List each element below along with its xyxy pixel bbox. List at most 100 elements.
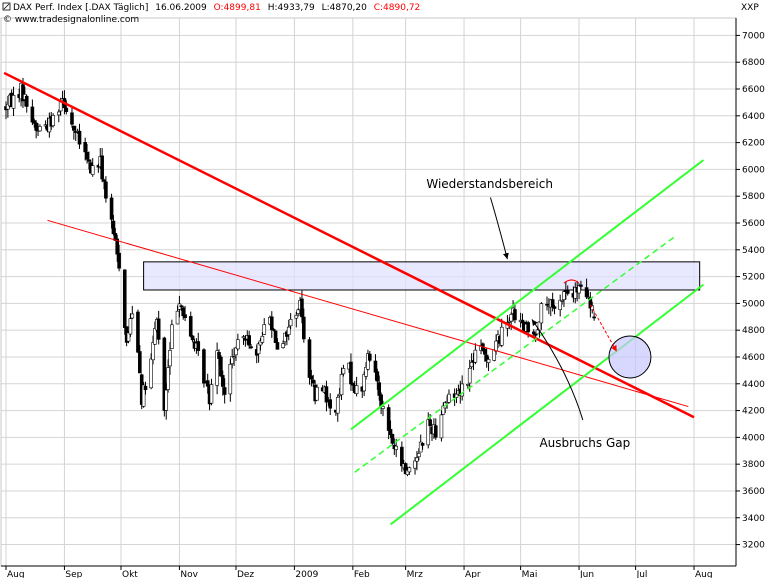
candle-body: [24, 95, 29, 107]
x-tick-label: Okt: [122, 570, 138, 578]
candle-body: [188, 316, 193, 337]
candle-body: [499, 326, 504, 346]
candle-body: [311, 379, 316, 384]
candle-body: [170, 324, 174, 349]
candle-body: [341, 368, 346, 375]
y-tick-label: 5600: [742, 219, 765, 229]
header: DAX Perf. Index [.DAX Täglich] 16.06.200…: [2, 2, 759, 25]
candle-body: [565, 289, 570, 294]
candle-body: [183, 314, 187, 319]
candle-body: [482, 349, 487, 355]
x-tick-label: Mai: [522, 570, 538, 578]
resistance-zone: [143, 261, 701, 291]
candle-body: [236, 339, 240, 350]
candle-body: [109, 197, 114, 220]
candle-body: [460, 383, 464, 397]
candle-body: [77, 130, 82, 145]
candle-body: [288, 319, 293, 327]
y-tick-label: 3400: [742, 514, 765, 524]
x-tick-label: Apr: [465, 570, 481, 578]
candle-body: [315, 386, 319, 401]
candle-body: [533, 334, 538, 336]
candle-body: [584, 287, 589, 298]
y-tick-label: 4200: [742, 407, 765, 417]
candle-body: [38, 126, 42, 132]
candle-body: [179, 305, 184, 308]
y-tick-label: 5000: [742, 299, 765, 309]
y-tick-label: 4600: [742, 353, 765, 363]
series-icon: [2, 2, 11, 11]
currency-label: XXP: [741, 3, 759, 13]
candle-body: [577, 285, 581, 294]
candle-body: [388, 428, 393, 436]
candle-body: [335, 396, 340, 414]
chart-title: DAX Perf. Index [.DAX Täglich] 16.06.200…: [13, 3, 420, 13]
candle-body: [202, 349, 206, 384]
candle-body: [324, 386, 329, 403]
candle-body: [469, 361, 474, 367]
candle-body: [175, 310, 180, 325]
candle-body: [400, 446, 404, 467]
candle-body: [205, 380, 210, 387]
y-tick-label: 6000: [742, 165, 765, 175]
resistance-annotation-arrow: [489, 197, 509, 260]
candle-body: [72, 125, 76, 131]
candle-body: [592, 316, 596, 319]
candle-body: [558, 299, 562, 311]
candle-body: [128, 318, 133, 335]
resistance-zone-layer: [143, 261, 701, 291]
channel-middle-line: [354, 235, 676, 473]
candle-body: [386, 407, 391, 431]
x-tick-label: Jul: [636, 570, 648, 578]
x-tick-label: Feb: [354, 570, 370, 578]
candle-body: [466, 384, 470, 386]
candle-body: [136, 311, 140, 353]
candle-body: [241, 336, 246, 339]
candle-body: [486, 359, 491, 363]
candle-body: [70, 112, 74, 125]
candle-body: [420, 443, 425, 446]
candle-body: [122, 269, 127, 328]
x-tick-label: Mrz: [407, 570, 423, 578]
candle-body: [273, 330, 278, 343]
candle-body: [494, 340, 498, 352]
candle-body: [64, 107, 69, 112]
candle-body: [143, 385, 148, 391]
candle-body: [149, 358, 153, 389]
candle-body: [439, 414, 444, 439]
channel-lower-line: [389, 283, 705, 526]
candle-body: [222, 387, 227, 395]
candle-body: [375, 371, 380, 382]
candle-body: [539, 303, 544, 324]
projection-arrow: [589, 304, 618, 352]
candle-body: [552, 306, 557, 309]
candle-body: [447, 393, 451, 403]
candle-body: [104, 181, 108, 199]
candle-body: [339, 374, 344, 396]
candle-body: [562, 291, 566, 300]
candle-body: [302, 316, 306, 340]
candle-body: [153, 328, 157, 345]
candle-body: [164, 389, 169, 411]
gap-annotation-arrow: [531, 319, 584, 421]
annotation-resistance-label: Wiederstandsbereich: [426, 177, 553, 191]
candle-body: [249, 346, 253, 349]
candle-body: [56, 111, 61, 116]
candle-body: [368, 353, 372, 361]
candle-body: [286, 326, 291, 335]
candle-body: [560, 300, 564, 302]
resistance-line-main: [3, 71, 695, 419]
y-tick-label: 5800: [742, 192, 765, 202]
candle-body: [190, 335, 195, 341]
candle-body: [349, 361, 353, 385]
y-tick-label: 3200: [742, 541, 765, 551]
y-tick-label: 3600: [742, 487, 765, 497]
candle-body: [281, 343, 285, 348]
y-tick-label: 5400: [742, 246, 765, 256]
candle-body: [51, 115, 55, 126]
candle-body: [362, 374, 366, 392]
plot-frame: [0, 17, 737, 567]
x-tick-label: Dez: [237, 570, 254, 578]
y-tick-label: 6600: [742, 85, 765, 95]
candle-body: [151, 342, 155, 361]
